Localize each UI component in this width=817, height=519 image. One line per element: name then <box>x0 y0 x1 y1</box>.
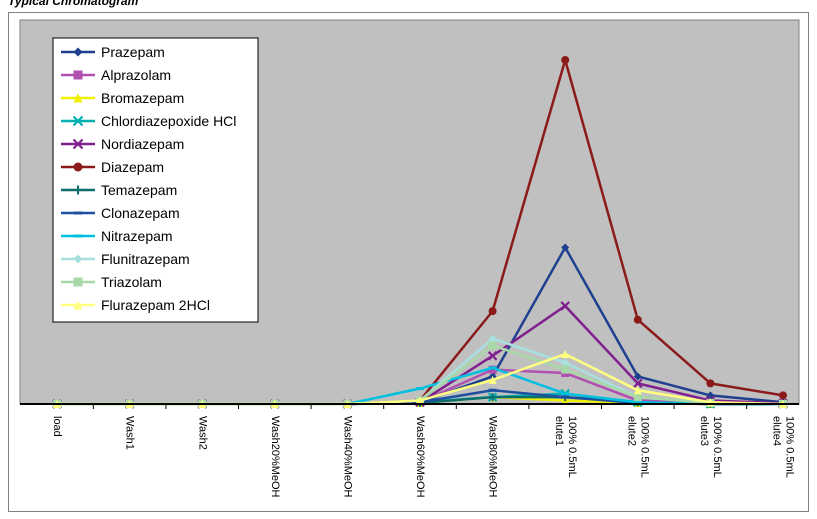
legend-label: Chlordiazepoxide HCl <box>101 113 236 129</box>
x-tick-label: Wash60%MeOH <box>414 416 426 498</box>
data-point <box>561 365 570 374</box>
data-point <box>633 386 642 395</box>
legend-label: Nitrazepam <box>101 228 173 244</box>
x-tick-label: 100% 0.5mL <box>638 416 650 478</box>
data-point <box>560 301 570 311</box>
legend-label: Triazolam <box>101 274 162 290</box>
x-tick-label: load <box>51 416 63 437</box>
legend-label: Prazepam <box>101 44 165 60</box>
data-point <box>706 379 715 388</box>
data-point <box>561 350 570 359</box>
data-point <box>488 307 497 316</box>
chart-header: Typical Chromatogram <box>8 0 139 8</box>
legend-box <box>52 37 259 323</box>
data-point <box>561 395 570 399</box>
x-tick-label: 100% 0.5mL <box>566 416 578 478</box>
legend-label: Alprazolam <box>101 67 171 83</box>
x-tick-label: Wash40%MeOH <box>341 416 353 498</box>
legend-item: Triazolam <box>61 274 162 290</box>
data-point <box>633 372 642 381</box>
legend-label: Diazepam <box>101 159 164 175</box>
data-point <box>487 351 498 361</box>
legend-item: Alprazolam <box>61 67 171 83</box>
data-point <box>561 358 570 367</box>
data-point <box>488 341 497 350</box>
data-point <box>561 56 570 64</box>
data-point <box>416 387 424 391</box>
header-strip: Typical Chromatogram <box>0 0 817 12</box>
x-tick-label: elute4 <box>771 416 783 446</box>
x-tick-label: Wash20%MeOH <box>269 416 281 498</box>
legend-item: Chlordiazepoxide HCl <box>61 113 236 129</box>
data-point <box>779 391 787 400</box>
x-tick-label: Wash2 <box>196 416 208 450</box>
legend-item: Flunitrazepam <box>61 251 190 267</box>
legend-item: Nordiazepam <box>61 136 184 152</box>
legend-label: Nordiazepam <box>101 136 184 152</box>
data-point <box>633 393 642 402</box>
x-tick-label: elute2 <box>625 416 637 446</box>
legend-item: Temazepam <box>61 182 177 198</box>
legend-label: Flunitrazepam <box>101 251 190 267</box>
x-tick-label: Wash1 <box>124 416 136 450</box>
legend-label: Clonazepam <box>101 205 180 221</box>
legend: Prazepam Alprazolam Bromazepam Chlordiazepo… <box>52 37 259 323</box>
data-point <box>416 396 424 405</box>
legend-item: Bromazepam <box>61 90 184 106</box>
data-point <box>633 378 643 389</box>
x-tick-label: 100% 0.5mL <box>784 416 796 478</box>
x-tick-label: 100% 0.5mL <box>711 416 723 478</box>
data-point <box>561 392 570 396</box>
data-point <box>633 315 642 324</box>
legend-item: Flurazepam 2HCl <box>61 297 210 313</box>
data-point <box>488 366 497 370</box>
data-point <box>488 393 497 402</box>
data-point <box>488 375 497 384</box>
x-tick-label: Wash80%MeOH <box>487 416 499 498</box>
data-point <box>488 388 497 392</box>
legend-label: Bromazepam <box>101 90 184 106</box>
x-axis: load Wash1 Wash2 Wash20%MeOH Wash40%MeOH Wash… <box>20 403 799 498</box>
x-tick-label: elute1 <box>553 416 565 446</box>
legend-item: Prazepam <box>61 44 165 60</box>
data-point <box>561 243 570 252</box>
data-point <box>633 400 642 404</box>
x-tick-label: elute3 <box>698 416 710 446</box>
legend-label: Flurazepam 2HCl <box>101 297 210 313</box>
legend-item: Nitrazepam <box>61 228 173 244</box>
data-point <box>488 365 497 374</box>
legend-item: Diazepam <box>61 159 164 175</box>
legend-label: Temazepam <box>101 182 177 198</box>
data-point <box>488 334 497 343</box>
legend-item: Clonazepam <box>61 205 180 221</box>
